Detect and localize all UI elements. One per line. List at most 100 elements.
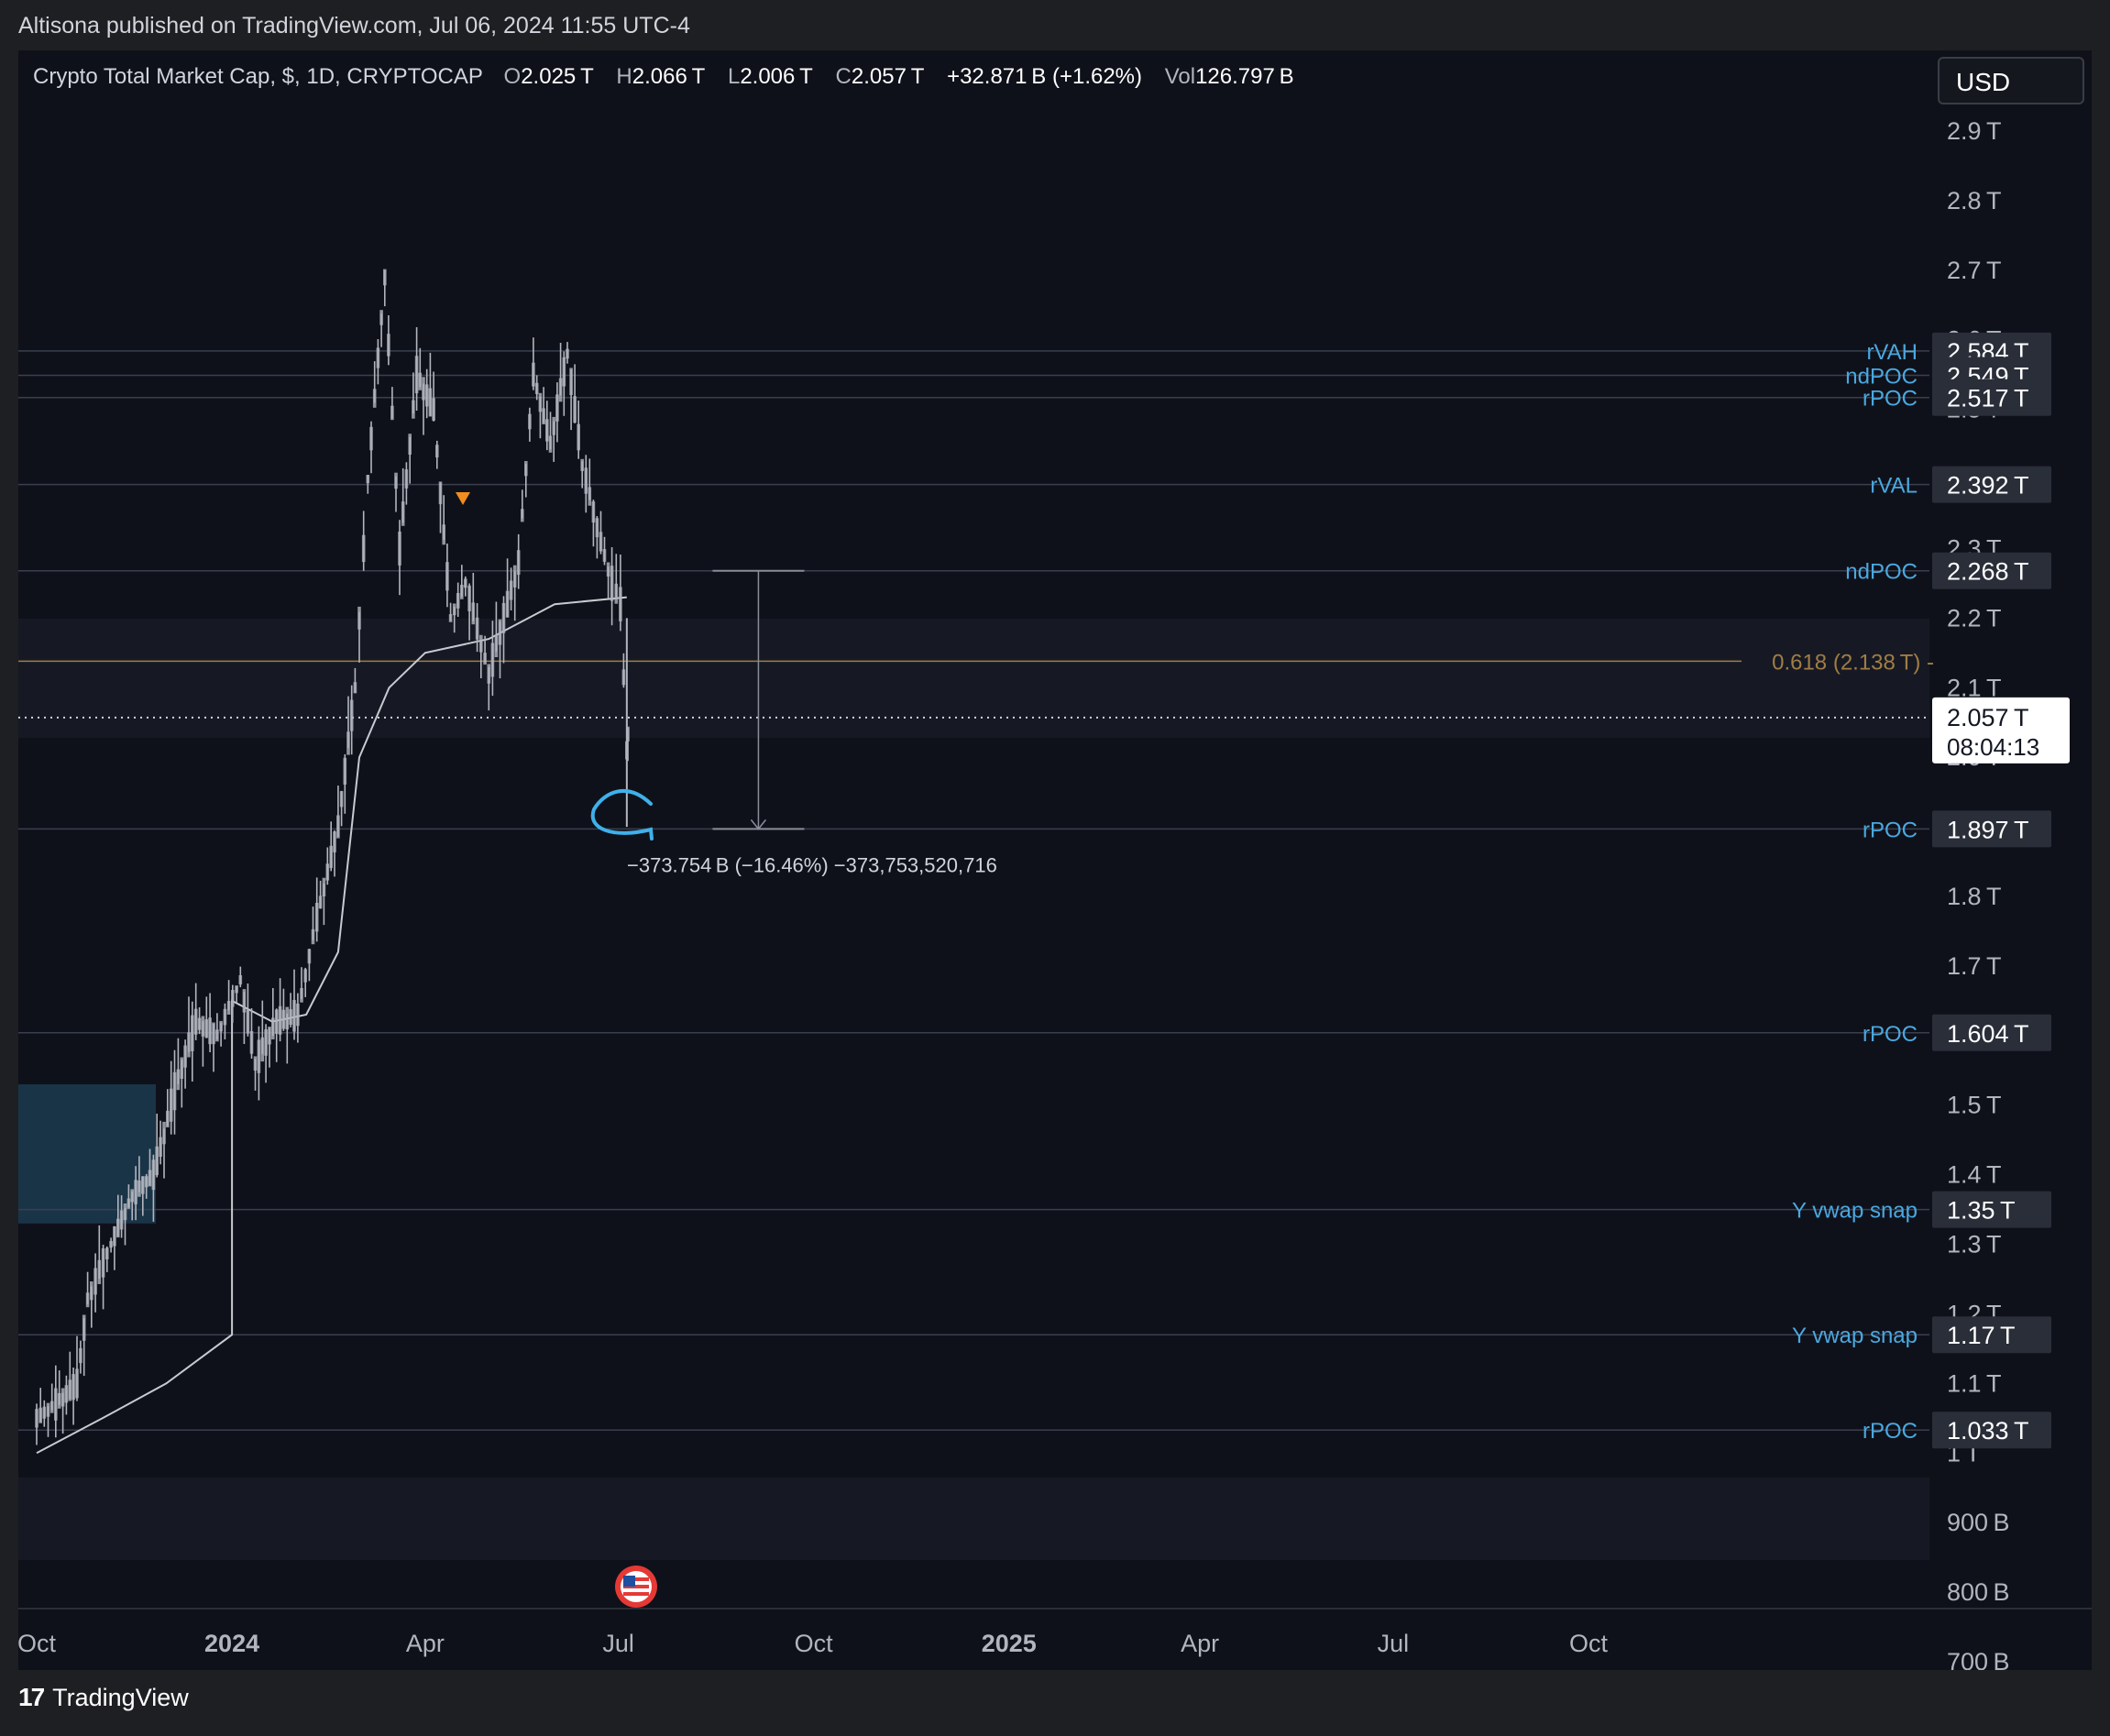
level-name-label: rPOC	[1863, 1022, 1918, 1047]
candle-body	[64, 1385, 69, 1403]
tradingview-logo[interactable]: 17 TradingView	[18, 1683, 189, 1712]
volume-pane	[18, 1478, 1929, 1560]
y-axis-tick: 1.8 T	[1947, 883, 2001, 910]
candle-body	[606, 562, 610, 577]
candle-body	[580, 458, 584, 471]
candle-body	[75, 1368, 79, 1399]
candle-body	[626, 726, 630, 742]
candle-body	[144, 1176, 148, 1188]
measure-label: −373.754 B (−16.46%) −373,753,520,716	[627, 853, 997, 876]
candle-body	[148, 1170, 152, 1187]
candle-body	[509, 580, 513, 600]
y-axis-tick: 1.5 T	[1947, 1092, 2001, 1119]
candle-body	[387, 334, 390, 357]
candle-body	[501, 602, 506, 633]
candle-body	[274, 1009, 279, 1034]
candle-body	[238, 975, 243, 985]
candle-body	[82, 1314, 86, 1341]
level-name-label: rVAH	[1866, 340, 1918, 365]
candle-body	[223, 1008, 227, 1026]
candle-body	[215, 1029, 219, 1042]
open-value: 2.025 T	[521, 64, 594, 89]
last-price-tag-bg	[1932, 697, 2070, 764]
x-axis-tick: 2024	[204, 1630, 259, 1657]
level-price-tag-bg	[1932, 810, 2051, 848]
candle-body	[93, 1268, 97, 1295]
candle-body	[379, 310, 383, 325]
candle-body	[339, 791, 344, 808]
candle-body	[471, 602, 476, 625]
candle-body	[591, 501, 596, 523]
candle-body	[366, 475, 370, 484]
footer	[0, 1670, 2110, 1736]
close-value: 2.057 T	[851, 64, 925, 89]
tradingview-logo-icon: 17	[18, 1683, 45, 1711]
candle-body	[376, 347, 380, 368]
candle-body	[422, 377, 425, 401]
level-name-label: Y vwap snap	[1792, 1199, 1918, 1224]
candle-body	[494, 634, 499, 657]
candle-body	[57, 1392, 61, 1409]
candle-body	[197, 1017, 202, 1030]
candle-body	[300, 988, 303, 1003]
level-name-label: rPOC	[1863, 387, 1918, 412]
x-axis-tick: Oct	[1569, 1630, 1609, 1657]
candle-body	[521, 509, 524, 522]
level-price-tag: 1.17 T	[1947, 1322, 2015, 1349]
candle-body	[292, 1000, 296, 1032]
brand-name: TradingView	[52, 1683, 189, 1711]
candle-body	[166, 1110, 170, 1127]
candle-body	[524, 461, 528, 477]
candle-body	[119, 1210, 124, 1230]
level-name-label: ndPOC	[1845, 364, 1918, 389]
candle-body	[336, 815, 340, 839]
level-price-tag-bg	[1932, 1191, 2051, 1228]
level-price-tag-bg	[1932, 552, 2051, 589]
x-axis-tick: Oct	[795, 1630, 834, 1657]
candle-body	[566, 348, 569, 359]
candle-body	[361, 534, 366, 563]
y-axis-tick: 1.4 T	[1947, 1161, 2001, 1189]
candle-body	[113, 1225, 116, 1247]
candle-body	[346, 731, 350, 755]
candle-body	[318, 895, 323, 909]
us-flag-event-icon[interactable]	[615, 1566, 657, 1608]
candle-body	[183, 1045, 187, 1068]
candle-body	[512, 565, 517, 588]
high-label: H	[616, 64, 632, 89]
candle-body	[134, 1180, 137, 1204]
measure-arrow-head	[750, 819, 767, 830]
candle-body	[487, 664, 491, 684]
symbol-title[interactable]: Crypto Total Market Cap, $, 1D, CRYPTOCA…	[33, 64, 483, 89]
candle-body	[187, 1032, 191, 1058]
change-value: +32.871 B (+1.62%)	[947, 64, 1143, 89]
candle-body	[271, 1017, 275, 1039]
level-price-tag-bg	[1932, 1316, 2051, 1354]
candle-body	[621, 669, 626, 686]
candle-body	[584, 467, 588, 494]
candle-body	[296, 1003, 300, 1027]
candle-body	[498, 619, 502, 645]
currency-button[interactable]: USD	[1938, 57, 2084, 104]
candle-body	[483, 653, 487, 665]
candle-body	[408, 434, 412, 455]
candle-body	[398, 532, 401, 566]
candle-body	[573, 396, 577, 423]
x-axis-tick: Apr	[1181, 1630, 1219, 1657]
chart-area[interactable]: rVAH ndPOC rPOC rVAL ndPOC rPOC rPOC Y vwap sna…	[18, 50, 2092, 1670]
level-price-tag: 1.35 T	[1947, 1197, 2015, 1225]
candle-body	[90, 1281, 93, 1301]
candle-body	[428, 388, 433, 417]
candle-body	[268, 1027, 271, 1045]
candle-body	[38, 1407, 42, 1423]
level-price-tag-bg	[1932, 1014, 2051, 1051]
candle-body	[555, 394, 559, 422]
candle-body	[68, 1379, 72, 1401]
candle-body	[577, 423, 580, 451]
y-axis-tick: 1.1 T	[1947, 1369, 2001, 1397]
y-axis-tick: 700 B	[1947, 1648, 2009, 1670]
candle-body	[155, 1146, 159, 1176]
candle-body	[246, 1009, 250, 1034]
y-axis-tick: 2.9 T	[1947, 117, 2001, 145]
